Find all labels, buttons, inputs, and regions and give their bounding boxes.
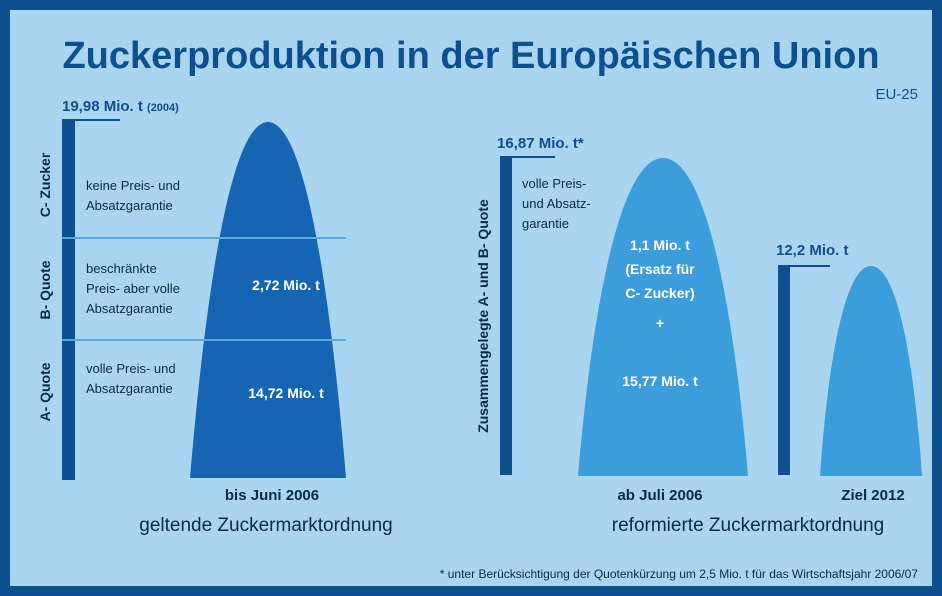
description: volle Preis- <box>522 176 586 191</box>
amount: 15,77 Mio. t <box>622 373 698 389</box>
description: Absatzgarantie <box>86 381 173 396</box>
description: Absatzgarantie <box>86 198 173 213</box>
period: Ziel 2012 <box>841 487 904 504</box>
regime: geltende Zuckermarktordnung <box>139 515 392 536</box>
amount: 2,72 Mio. t <box>252 277 320 293</box>
description: keine Preis- und <box>86 178 180 193</box>
scale-bar <box>500 157 512 475</box>
region: EU-25 <box>875 86 918 103</box>
scale-bar <box>62 120 75 480</box>
background <box>10 10 932 586</box>
regime: reformierte Zuckermarktordnung <box>612 515 884 536</box>
amount: 14,72 Mio. t <box>248 385 324 401</box>
axis-label: A- Quote <box>37 362 53 421</box>
axis-label: Zusammengelegte A- und B- Quote <box>475 199 491 433</box>
footnote: * unter Berücksichtigung der Quotenkürzu… <box>440 567 919 581</box>
description: und Absatz- <box>522 196 591 211</box>
scale-bar <box>778 266 790 475</box>
period: ab Juli 2006 <box>617 487 702 504</box>
bell <box>190 122 346 478</box>
description: beschränkte <box>86 261 157 276</box>
bell <box>820 266 922 476</box>
description: volle Preis- und <box>86 361 176 376</box>
period: bis Juni 2006 <box>225 487 319 504</box>
amount: (Ersatz für <box>625 261 695 277</box>
amount: C- Zucker) <box>625 285 694 301</box>
amount: 1,1 Mio. t <box>630 237 690 253</box>
description: garantie <box>522 216 569 231</box>
plus: + <box>656 315 664 331</box>
bell <box>578 158 748 476</box>
axis-label: B- Quote <box>37 260 53 319</box>
total-label: 19,98 Mio. t (2004) <box>62 98 179 115</box>
axis-label: C- Zucker <box>37 152 53 217</box>
total-label: 12,2 Mio. t <box>776 242 849 259</box>
title: Zuckerproduktion in der Europäischen Uni… <box>62 35 879 77</box>
description: Preis- aber volle <box>86 281 180 296</box>
total-label: 16,87 Mio. t* <box>497 135 584 152</box>
description: Absatzgarantie <box>86 301 173 316</box>
